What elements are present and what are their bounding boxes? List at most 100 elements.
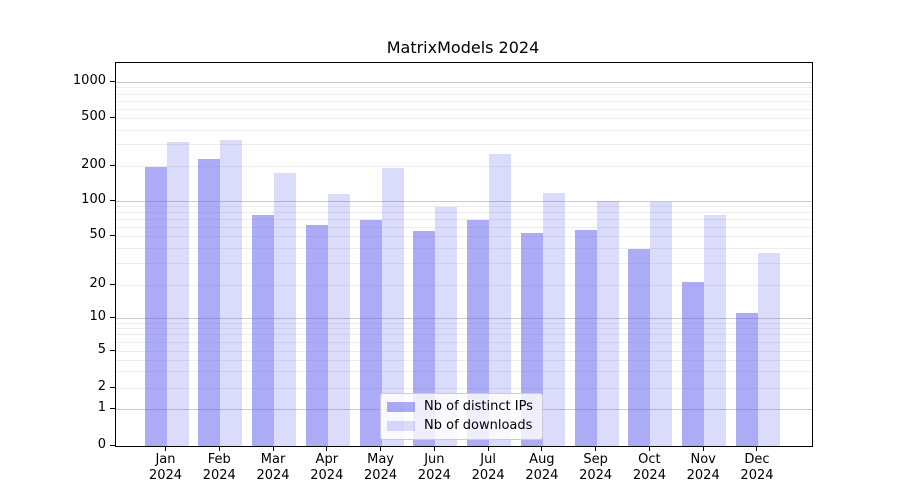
legend-label-downloads: Nb of downloads	[424, 418, 533, 433]
year-text: 2024	[256, 468, 290, 483]
year-text: 2024	[686, 468, 720, 483]
month-text: Dec	[744, 452, 770, 467]
x-tick-mark	[380, 446, 382, 451]
x-tick-label-feb: Feb 2024	[187, 452, 251, 484]
bar-downloads-oct-2024	[650, 202, 673, 446]
y-tick-mark	[110, 117, 115, 118]
y-tick-label: 200	[81, 156, 106, 172]
y-tick-label: 1000	[72, 73, 106, 88]
y-tick-label: 0	[97, 437, 106, 452]
y-tick-label: 50	[89, 227, 106, 242]
month-text: Apr	[315, 452, 339, 467]
legend-swatch-ips-icon	[387, 401, 415, 412]
bar-downloads-jan-2024	[166, 141, 189, 446]
x-tick-mark	[165, 446, 166, 451]
x-tick-mark	[702, 446, 704, 451]
year-text: 2024	[202, 468, 236, 483]
minor-gridline	[116, 350, 812, 352]
year-text: 2024	[471, 468, 505, 483]
y-tick-mark	[110, 283, 115, 285]
minor-gridline	[116, 226, 812, 228]
y-tick-mark	[110, 445, 115, 446]
minor-gridline	[116, 328, 812, 330]
bar-ips-sep-2024	[574, 230, 597, 446]
year-text: 2024	[310, 468, 344, 483]
x-tick-label-may: May 2024	[349, 452, 413, 484]
x-tick-label-dec: Dec 2024	[725, 452, 789, 484]
x-tick-label-jul: Jul 2024	[456, 452, 520, 484]
minor-gridline	[116, 371, 812, 373]
month-text: Oct	[638, 452, 661, 467]
y-tick-label: 2	[97, 378, 106, 394]
y-tick-mark	[110, 199, 115, 201]
y-tick-mark	[110, 235, 115, 236]
bar-ips-jan-2024	[144, 166, 167, 446]
y-tick-mark	[110, 81, 115, 82]
minor-gridline	[116, 108, 812, 110]
x-tick-mark	[648, 446, 650, 451]
year-text: 2024	[579, 468, 613, 483]
bar-ips-may-2024	[359, 220, 382, 446]
month-text: Aug	[529, 452, 555, 467]
y-tick-mark	[110, 408, 115, 409]
year-text: 2024	[417, 468, 451, 483]
minor-gridline	[116, 284, 812, 286]
y-tick-mark	[110, 316, 115, 318]
minor-gridline	[116, 218, 812, 220]
minor-gridline	[116, 263, 812, 265]
x-tick-label-oct: Oct 2024	[617, 452, 681, 484]
x-tick-mark	[433, 446, 435, 451]
bar-ips-mar-2024	[252, 214, 275, 446]
plot-area: Nb of distinct IPs Nb of downloads	[115, 62, 813, 447]
minor-gridline	[116, 322, 812, 324]
y-tick-mark	[110, 386, 115, 388]
y-tick-mark	[110, 349, 115, 351]
x-tick-mark	[272, 446, 274, 451]
bar-downloads-sep-2024	[596, 200, 619, 446]
minor-gridline	[116, 165, 812, 167]
bar-ips-oct-2024	[628, 249, 651, 446]
minor-gridline	[116, 212, 812, 214]
year-text: 2024	[525, 468, 559, 483]
legend-row-ips: Nb of distinct IPs	[387, 399, 533, 414]
chart-title: MatrixModels 2024	[386, 38, 540, 57]
y-tick-label: 20	[89, 275, 106, 291]
bar-downloads-feb-2024	[220, 139, 243, 446]
bar-downloads-dec-2024	[757, 253, 780, 446]
legend-label-ips: Nb of distinct IPs	[424, 399, 533, 414]
year-text: 2024	[148, 468, 183, 483]
minor-gridline	[116, 144, 812, 146]
bar-downloads-jul-2024	[489, 153, 512, 446]
minor-gridline	[116, 87, 812, 89]
x-tick-mark	[487, 446, 489, 451]
x-tick-label-sep: Sep 2024	[564, 452, 628, 484]
bar-downloads-apr-2024	[327, 194, 350, 446]
x-tick-mark	[218, 446, 220, 451]
year-text: 2024	[740, 468, 774, 483]
x-tick-mark	[326, 446, 328, 451]
x-tick-mark	[595, 446, 597, 451]
bar-ips-dec-2024	[735, 312, 758, 446]
month-text: Sep	[583, 452, 608, 467]
minor-gridline	[116, 118, 812, 119]
x-tick-label-jan: Jan 2024	[134, 452, 198, 484]
y-tick-label: 100	[81, 191, 106, 207]
month-text: Feb	[207, 452, 231, 467]
bar-ips-aug-2024	[520, 233, 543, 446]
y-tick-label: 500	[81, 109, 106, 124]
bar-ips-feb-2024	[198, 159, 221, 446]
month-text: Jun	[424, 452, 445, 467]
bar-downloads-aug-2024	[542, 193, 565, 446]
minor-gridline	[116, 247, 812, 249]
bar-ips-apr-2024	[305, 225, 328, 446]
bar-ips-nov-2024	[682, 281, 705, 446]
x-tick-label-apr: Apr 2024	[295, 452, 359, 484]
x-tick-label-mar: Mar 2024	[241, 452, 305, 484]
major-gridline	[116, 200, 812, 202]
y-tick-label: 10	[89, 308, 106, 324]
x-tick-label-nov: Nov 2024	[671, 452, 735, 484]
minor-gridline	[116, 341, 812, 343]
minor-gridline	[116, 129, 812, 131]
minor-gridline	[116, 100, 812, 102]
x-tick-label-aug: Aug 2024	[510, 452, 574, 484]
